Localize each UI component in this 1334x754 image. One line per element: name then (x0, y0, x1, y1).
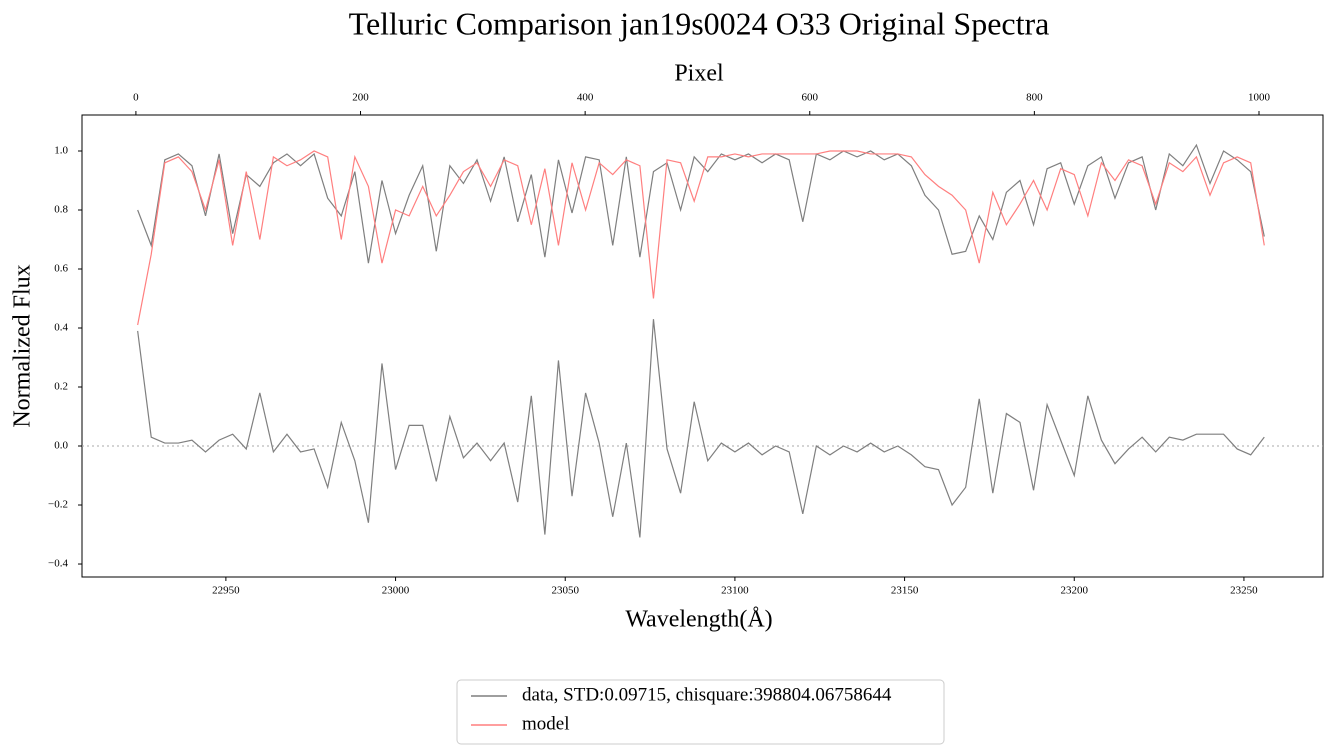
y-tick-label: −0.4 (48, 558, 68, 570)
x-tick-label: 22950 (212, 585, 240, 597)
series-line (137, 143, 1265, 264)
x-tick-label: 23050 (551, 585, 579, 597)
series-line (137, 150, 1265, 326)
y-tick-label: 0.0 (54, 440, 68, 452)
plot-frame (81, 114, 1324, 578)
x-tick-label: 23150 (891, 585, 919, 597)
legend-label: data, STD:0.09715, chisquare:398804.0675… (522, 684, 892, 705)
x2-tick-label: 400 (577, 92, 594, 104)
y-axis-label: Normalized Flux (10, 264, 36, 427)
x2-tick-label: 800 (1026, 92, 1043, 104)
y-tick-label: 0.2 (54, 381, 68, 393)
x-axis-label: Wavelength(Å) (625, 607, 772, 633)
y-tick-label: 0.8 (54, 204, 68, 216)
x-tick-label: 23100 (721, 585, 749, 597)
x2-axis-label: Pixel (674, 61, 724, 87)
x-tick-label: 23200 (1061, 585, 1089, 597)
x2-tick-label: 0 (133, 92, 139, 104)
series-line (137, 319, 1265, 538)
x2-tick-label: 1000 (1248, 92, 1271, 104)
legend-box (456, 679, 945, 745)
x2-tick-label: 600 (802, 92, 819, 104)
x-tick-label: 23000 (382, 585, 410, 597)
y-tick-label: 1.0 (54, 145, 68, 157)
y-tick-label: 0.4 (54, 322, 68, 334)
y-tick-label: 0.6 (54, 263, 68, 275)
y-tick-label: −0.2 (48, 499, 68, 511)
chart-title: Telluric Comparison jan19s0024 O33 Origi… (349, 5, 1050, 41)
x-tick-label: 23250 (1230, 585, 1258, 597)
legend-label: model (522, 713, 570, 734)
x2-tick-label: 200 (352, 92, 369, 104)
